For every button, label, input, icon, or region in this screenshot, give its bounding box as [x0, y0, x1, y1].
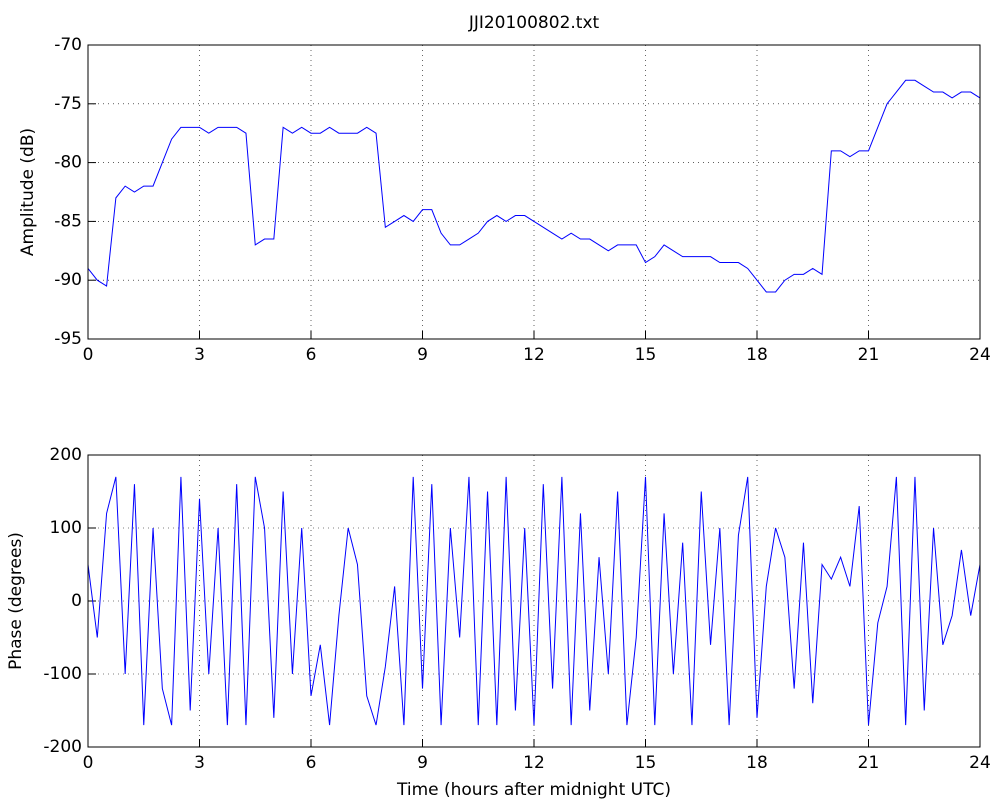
x-tick-label: 9 — [417, 753, 428, 773]
axes-box — [87, 44, 981, 340]
x-tick-label: 24 — [969, 753, 991, 773]
x-tick-label: 18 — [746, 753, 768, 773]
y-tick-label: -100 — [43, 664, 82, 684]
y-tick-label: -95 — [54, 329, 82, 349]
plot-area — [88, 45, 980, 339]
y-tick-label: -85 — [54, 211, 82, 231]
y-tick-label: 100 — [50, 518, 82, 538]
axes-box — [87, 454, 981, 748]
y-tick-label: -200 — [43, 737, 82, 757]
x-tick-label: 18 — [746, 345, 768, 365]
y-tick-label: -75 — [54, 94, 82, 114]
x-tick-label: 3 — [194, 345, 205, 365]
x-tick-label: 12 — [523, 753, 545, 773]
y-axis-label: Amplitude (dB) — [18, 128, 38, 256]
x-tick-label: 12 — [523, 345, 545, 365]
x-axis-label: Time (hours after midnight UTC) — [396, 780, 671, 800]
x-tick-label: 3 — [194, 753, 205, 773]
x-tick-label: 6 — [306, 753, 317, 773]
y-tick-label: 0 — [71, 591, 82, 611]
x-tick-label: 21 — [858, 345, 880, 365]
x-tick-label: 0 — [83, 345, 94, 365]
y-tick-label: -90 — [54, 270, 82, 290]
x-tick-label: 9 — [417, 345, 428, 365]
chart-title: JJI20100802.txt — [468, 13, 600, 33]
x-tick-label: 0 — [83, 753, 94, 773]
x-tick-label: 21 — [858, 753, 880, 773]
x-tick-label: 15 — [635, 345, 657, 365]
x-tick-label: 15 — [635, 753, 657, 773]
x-tick-label: 6 — [306, 345, 317, 365]
y-tick-label: -80 — [54, 153, 82, 173]
y-tick-label: 200 — [50, 445, 82, 465]
data-line — [87, 79, 981, 293]
y-tick-label: -70 — [54, 35, 82, 55]
x-tick-label: 24 — [969, 345, 991, 365]
data-line — [87, 476, 981, 726]
y-axis-label: Phase (degrees) — [6, 532, 26, 670]
